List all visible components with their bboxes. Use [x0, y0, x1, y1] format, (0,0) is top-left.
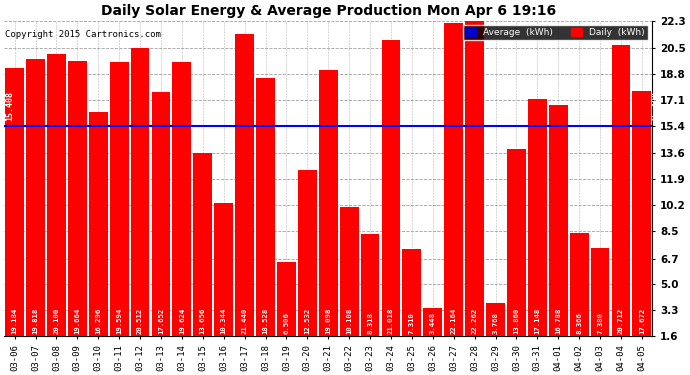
Bar: [110, 62, 128, 361]
Text: 21.440: 21.440: [241, 308, 248, 334]
Text: 20.712: 20.712: [618, 308, 624, 334]
Text: 16.296: 16.296: [95, 308, 101, 334]
Text: 15.408: 15.408: [6, 91, 14, 121]
Bar: [507, 149, 526, 361]
Text: 19.098: 19.098: [325, 308, 331, 334]
Bar: [528, 99, 546, 361]
Bar: [424, 308, 442, 361]
Text: 21.018: 21.018: [388, 308, 394, 334]
Text: 19.594: 19.594: [116, 308, 122, 334]
Bar: [6, 68, 24, 361]
Text: 8.366: 8.366: [576, 312, 582, 334]
Bar: [319, 69, 337, 361]
Text: 17.148: 17.148: [534, 308, 540, 334]
Text: 7.310: 7.310: [409, 312, 415, 334]
Text: 8.318: 8.318: [367, 312, 373, 334]
Bar: [256, 78, 275, 361]
Bar: [549, 105, 568, 361]
Bar: [130, 48, 150, 361]
Text: 17.672: 17.672: [639, 308, 645, 334]
Text: 18.528: 18.528: [262, 308, 268, 334]
Bar: [570, 233, 589, 361]
Bar: [193, 153, 213, 361]
Bar: [172, 62, 191, 361]
Bar: [235, 34, 254, 361]
Text: 19.624: 19.624: [179, 308, 185, 334]
Bar: [47, 54, 66, 361]
Text: 3.448: 3.448: [430, 312, 436, 334]
Text: 20.512: 20.512: [137, 308, 143, 334]
Bar: [339, 207, 359, 361]
Bar: [215, 203, 233, 361]
Text: 13.860: 13.860: [513, 308, 520, 334]
Text: 10.344: 10.344: [221, 308, 227, 334]
Text: 22.262: 22.262: [471, 308, 477, 334]
Bar: [465, 21, 484, 361]
Legend: Average  (kWh), Daily  (kWh): Average (kWh), Daily (kWh): [463, 25, 648, 40]
Bar: [361, 234, 380, 361]
Text: 19.818: 19.818: [32, 308, 39, 334]
Text: 13.656: 13.656: [200, 308, 206, 334]
Bar: [382, 40, 400, 361]
Bar: [444, 23, 463, 361]
Text: 20.100: 20.100: [53, 308, 59, 334]
Bar: [68, 61, 87, 361]
Text: 10.108: 10.108: [346, 308, 352, 334]
Bar: [298, 170, 317, 361]
Bar: [277, 261, 296, 361]
Bar: [26, 58, 45, 361]
Bar: [591, 248, 609, 361]
Bar: [152, 92, 170, 361]
Text: 19.184: 19.184: [12, 308, 18, 334]
Bar: [611, 45, 631, 361]
Text: 22.164: 22.164: [451, 308, 457, 334]
Text: 16.788: 16.788: [555, 308, 561, 334]
Text: 7.380: 7.380: [597, 312, 603, 334]
Text: 12.532: 12.532: [304, 308, 310, 334]
Text: 15.408: 15.408: [651, 91, 660, 121]
Text: 19.664: 19.664: [75, 308, 80, 334]
Title: Daily Solar Energy & Average Production Mon Apr 6 19:16: Daily Solar Energy & Average Production …: [101, 4, 556, 18]
Text: 17.652: 17.652: [158, 308, 164, 334]
Bar: [89, 112, 108, 361]
Bar: [486, 303, 505, 361]
Text: 6.506: 6.506: [284, 312, 289, 334]
Bar: [402, 249, 422, 361]
Bar: [633, 91, 651, 361]
Text: Copyright 2015 Cartronics.com: Copyright 2015 Cartronics.com: [6, 30, 161, 39]
Text: 3.768: 3.768: [493, 312, 498, 334]
